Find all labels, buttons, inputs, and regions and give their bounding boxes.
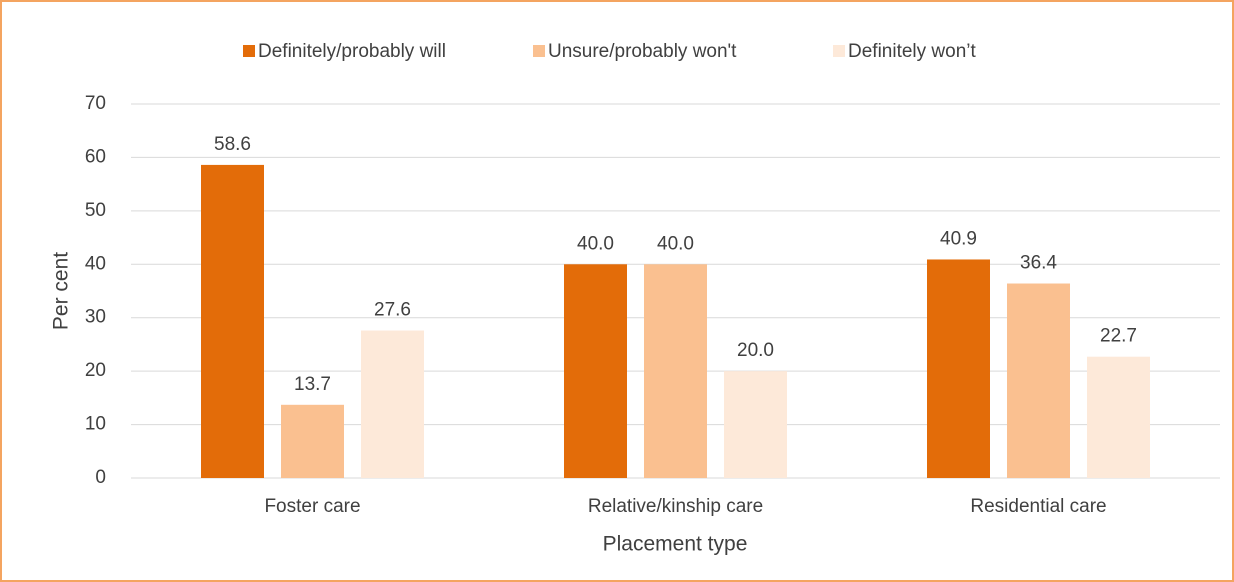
data-label: 13.7: [294, 374, 331, 395]
data-label: 40.0: [657, 233, 694, 254]
bar: [1007, 283, 1070, 478]
y-tick-label: 20: [85, 360, 106, 381]
legend-swatch: [833, 45, 845, 57]
y-tick-label: 70: [85, 93, 106, 114]
bar: [927, 259, 990, 478]
legend-swatch: [533, 45, 545, 57]
y-tick-label: 40: [85, 253, 106, 274]
data-label: 40.0: [577, 233, 614, 254]
y-tick-label: 30: [85, 307, 106, 328]
y-axis-label: Per cent: [50, 252, 73, 330]
bar: [724, 371, 787, 478]
x-tick-label: Relative/kinship care: [588, 496, 763, 517]
bar: [361, 330, 424, 478]
bar: [201, 164, 264, 478]
data-label: 27.6: [374, 300, 411, 321]
y-tick-label: 10: [85, 414, 106, 435]
legend-swatch: [243, 45, 255, 57]
legend-label: Definitely/probably will: [258, 41, 446, 62]
legend-label: Unsure/probably won't: [548, 41, 737, 62]
x-tick-label: Foster care: [264, 496, 360, 517]
legend-label: Definitely won’t: [848, 41, 976, 62]
x-axis-label: Placement type: [603, 533, 748, 556]
data-label: 20.0: [737, 340, 774, 361]
y-tick-label: 50: [85, 200, 106, 221]
bar: [564, 264, 627, 478]
y-tick-label: 0: [95, 467, 106, 488]
data-label: 40.9: [940, 228, 977, 249]
bar: [1087, 356, 1150, 478]
y-tick-label: 60: [85, 146, 106, 167]
bar: [281, 404, 344, 478]
data-label: 22.7: [1100, 326, 1137, 347]
bar: [644, 264, 707, 478]
x-tick-label: Residential care: [970, 496, 1106, 517]
data-label: 36.4: [1020, 253, 1057, 274]
data-label: 58.6: [214, 134, 251, 155]
